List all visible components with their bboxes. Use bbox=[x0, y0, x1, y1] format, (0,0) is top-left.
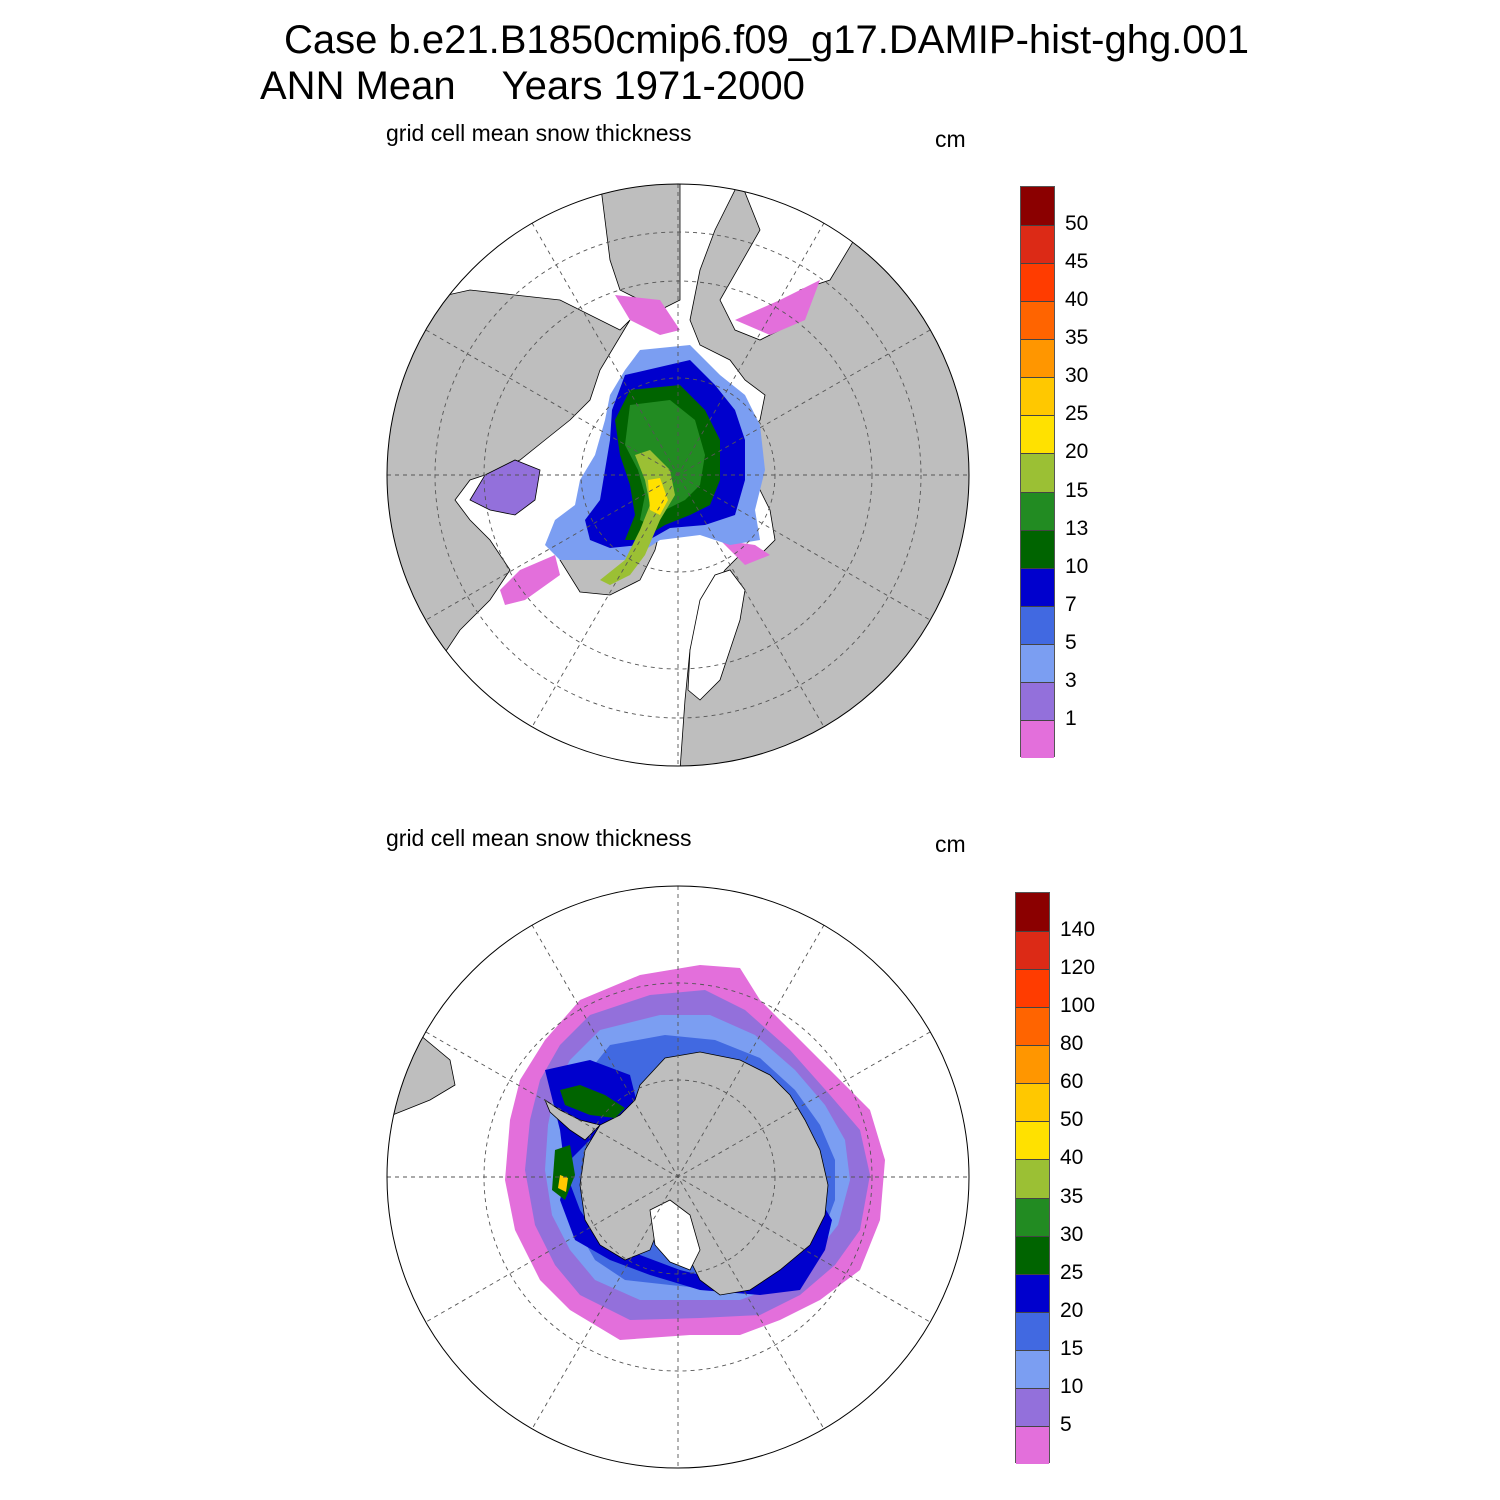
colorbar-tick-label: 3 bbox=[1065, 668, 1077, 692]
north-panel-unit: cm bbox=[935, 126, 966, 152]
colorbar-tick-label: 30 bbox=[1065, 364, 1089, 388]
south-map-border bbox=[386, 885, 970, 1469]
south-graticule bbox=[387, 886, 969, 1468]
colorbar-swatch bbox=[1021, 681, 1054, 720]
south-ice-weddell-green bbox=[560, 1085, 625, 1118]
colorbar-swatch bbox=[1021, 339, 1054, 378]
colorbar-swatch bbox=[1016, 1387, 1049, 1426]
colorbar-swatch bbox=[1021, 643, 1054, 682]
south-land-antarctica bbox=[579, 1051, 829, 1296]
colorbar-swatch bbox=[1016, 1007, 1049, 1046]
colorbar-tick-label: 50 bbox=[1065, 212, 1089, 236]
colorbar-tick-label: 40 bbox=[1060, 1146, 1084, 1170]
colorbar-tick-label: 20 bbox=[1065, 440, 1089, 464]
colorbar-tick-label: 80 bbox=[1060, 1032, 1084, 1056]
colorbar-swatch bbox=[1016, 1045, 1049, 1084]
colorbar-tick-label: 20 bbox=[1060, 1298, 1084, 1322]
colorbar-swatch bbox=[1016, 1311, 1049, 1350]
colorbar-swatch bbox=[1016, 893, 1049, 932]
colorbar-tick-label: 35 bbox=[1060, 1184, 1084, 1208]
colorbar-swatch bbox=[1016, 1083, 1049, 1122]
colorbar-tick-label: 35 bbox=[1065, 326, 1089, 350]
colorbar-tick-label: 100 bbox=[1060, 994, 1096, 1018]
colorbar-swatch bbox=[1021, 225, 1054, 264]
colorbar-tick-label: 25 bbox=[1065, 402, 1089, 426]
years-label: Years 1971-2000 bbox=[501, 64, 805, 108]
colorbar-swatch bbox=[1016, 1121, 1049, 1160]
south-panel-unit: cm bbox=[935, 831, 966, 857]
south-ice-bellingshausen-green bbox=[552, 1145, 575, 1200]
colorbar-swatch bbox=[1021, 415, 1054, 454]
north-ice-yellow bbox=[648, 478, 668, 515]
colorbar-swatch bbox=[1016, 1197, 1049, 1236]
figure-title-period: ANN Mean Years 1971-2000 bbox=[260, 64, 805, 109]
south-ross-ice-shelf bbox=[649, 1199, 701, 1271]
colorbar-swatch bbox=[1016, 1235, 1049, 1274]
north-panel-subtitle: grid cell mean snow thickness bbox=[386, 120, 692, 146]
colorbar-swatch bbox=[1021, 567, 1054, 606]
colorbar-swatch bbox=[1016, 1273, 1049, 1312]
colorbar-swatch bbox=[1016, 931, 1049, 970]
south-colorbar bbox=[1015, 892, 1050, 1464]
colorbar-swatch bbox=[1021, 719, 1054, 758]
colorbar-tick-label: 60 bbox=[1060, 1070, 1084, 1094]
colorbar-tick-label: 140 bbox=[1060, 918, 1096, 942]
north-polar-map bbox=[386, 183, 970, 767]
south-polar-map bbox=[386, 885, 970, 1469]
figure-title-case: Case b.e21.B1850cmip6.f09_g17.DAMIP-hist… bbox=[284, 18, 1250, 62]
colorbar-tick-label: 45 bbox=[1065, 250, 1089, 274]
mean-label: ANN Mean bbox=[260, 64, 456, 108]
colorbar-swatch bbox=[1021, 453, 1054, 492]
colorbar-tick-label: 25 bbox=[1060, 1260, 1084, 1284]
colorbar-swatch bbox=[1021, 301, 1054, 340]
colorbar-swatch bbox=[1021, 377, 1054, 416]
colorbar-swatch bbox=[1021, 187, 1054, 226]
north-map-border bbox=[386, 183, 970, 767]
colorbar-tick-label: 40 bbox=[1065, 288, 1089, 312]
colorbar-swatch bbox=[1016, 1159, 1049, 1198]
colorbar-tick-label: 30 bbox=[1060, 1222, 1084, 1246]
north-graticule bbox=[387, 184, 969, 766]
colorbar-tick-label: 15 bbox=[1060, 1336, 1084, 1360]
colorbar-tick-label: 15 bbox=[1065, 478, 1089, 502]
colorbar-swatch bbox=[1021, 491, 1054, 530]
colorbar-tick-label: 5 bbox=[1060, 1412, 1072, 1436]
south-ice-yellow-spot bbox=[558, 1175, 568, 1192]
colorbar-tick-label: 50 bbox=[1060, 1108, 1084, 1132]
colorbar-tick-label: 10 bbox=[1065, 554, 1089, 578]
colorbar-tick-label: 120 bbox=[1060, 956, 1096, 980]
colorbar-swatch bbox=[1021, 605, 1054, 644]
south-land-peninsula bbox=[544, 1098, 601, 1141]
north-ice-outer-pink bbox=[500, 280, 820, 605]
colorbar-swatch bbox=[1021, 263, 1054, 302]
colorbar-tick-label: 13 bbox=[1065, 516, 1089, 540]
colorbar-tick-label: 5 bbox=[1065, 630, 1077, 654]
colorbar-tick-label: 10 bbox=[1060, 1374, 1084, 1398]
north-colorbar bbox=[1020, 186, 1055, 758]
colorbar-tick-label: 7 bbox=[1065, 592, 1077, 616]
north-sea-hudson bbox=[469, 459, 541, 516]
colorbar-swatch bbox=[1016, 1425, 1049, 1464]
south-panel-subtitle: grid cell mean snow thickness bbox=[386, 825, 692, 851]
colorbar-tick-label: 1 bbox=[1065, 706, 1077, 730]
colorbar-swatch bbox=[1021, 529, 1054, 568]
colorbar-swatch bbox=[1016, 1349, 1049, 1388]
colorbar-swatch bbox=[1016, 969, 1049, 1008]
